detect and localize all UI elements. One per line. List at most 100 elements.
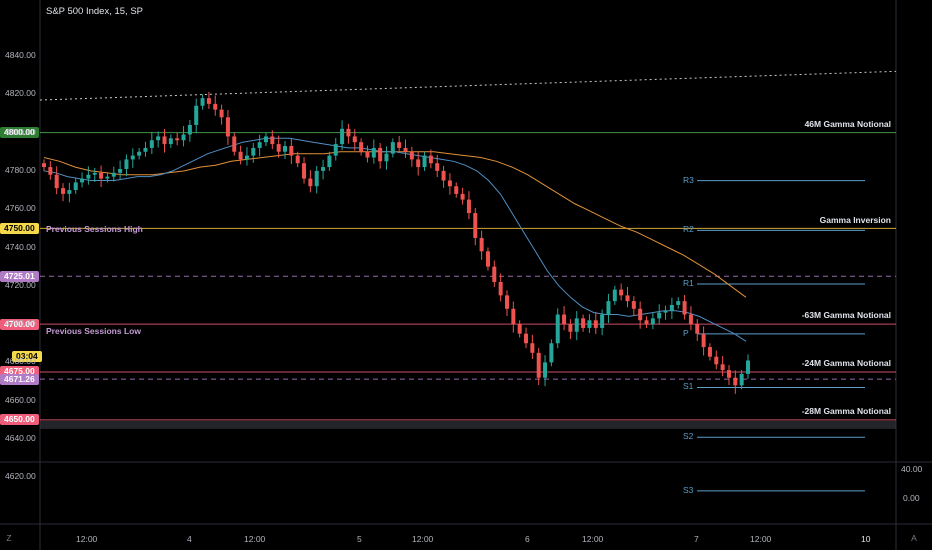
candle-body	[669, 304, 674, 311]
candle-body	[568, 324, 573, 332]
candle-body	[276, 144, 281, 152]
candle-body	[644, 320, 649, 325]
candle-body	[365, 151, 370, 158]
price-tag: 4671.26	[0, 373, 39, 385]
candle-body	[206, 98, 211, 104]
x-tick-label: 4	[187, 534, 192, 544]
candle-body	[156, 136, 161, 141]
candle-body	[92, 172, 97, 175]
candle-body	[73, 182, 78, 191]
candle-body	[308, 178, 313, 187]
candle-body	[80, 178, 85, 183]
indicator-axis-top: 40.00	[901, 464, 923, 474]
candle-body	[257, 142, 262, 148]
candle-body	[657, 312, 662, 319]
candle-body	[194, 105, 199, 125]
candle-body	[149, 140, 154, 148]
candle-body	[638, 308, 643, 321]
candle-body	[378, 147, 383, 162]
candle-body	[289, 146, 294, 156]
y-tick-label: 4780.00	[5, 164, 36, 175]
candle-body	[549, 343, 554, 363]
candle-body	[314, 170, 319, 187]
trendline[interactable]	[39, 70, 897, 101]
pivot-label-r1: R1	[683, 278, 694, 289]
candle-body	[54, 174, 59, 189]
candle-body	[143, 147, 148, 152]
pivot-label-s2: S2	[683, 431, 694, 442]
candle-body	[593, 320, 598, 328]
candle-body	[441, 170, 446, 181]
x-tick-label: 6	[525, 534, 530, 544]
candle-body	[422, 155, 427, 168]
candle-body	[409, 151, 414, 160]
candle-body	[663, 310, 668, 313]
candle-body	[485, 251, 490, 267]
candle-body	[340, 128, 345, 145]
candle-body	[676, 301, 681, 305]
previous-sessions-high-label: Previous Sessions High	[46, 224, 143, 234]
candle-body	[511, 308, 516, 325]
candle-body	[244, 155, 249, 160]
candle-body	[701, 333, 706, 348]
candle-body	[283, 146, 288, 152]
y-tick-label: 4820.00	[5, 88, 36, 99]
indicator-axis-mid: 0.00	[903, 493, 920, 503]
candle-body	[86, 174, 91, 179]
price-tag: 03:04	[12, 351, 42, 363]
candle-body	[111, 172, 116, 177]
candle-body	[352, 136, 357, 143]
x-tick-label: 12:00	[412, 534, 434, 544]
candle-body	[454, 186, 459, 194]
price-tag: 4725.01	[0, 270, 39, 282]
candle-body	[200, 98, 205, 106]
x-tick-label: 10	[861, 534, 871, 544]
x-tick-label: 12:00	[76, 534, 98, 544]
pivot-label-s3: S3	[683, 484, 694, 495]
candle-body	[61, 188, 66, 194]
price-tag: 4675.00	[0, 366, 39, 378]
candle-body	[428, 155, 433, 164]
candle-body	[225, 117, 230, 137]
candle-body	[333, 144, 338, 156]
log-scale-toggle-button[interactable]: Z	[6, 533, 12, 543]
candle-body	[517, 324, 522, 334]
x-tick-label: 12:00	[582, 534, 604, 544]
candle-body	[118, 168, 123, 173]
candle-body	[460, 193, 465, 200]
candle-body	[524, 333, 529, 344]
candle-body	[733, 377, 738, 386]
candle-body	[187, 124, 192, 135]
candle-body	[707, 347, 712, 357]
price-tag: 4750.00	[0, 222, 39, 234]
y-tick-label: 4680.00	[5, 356, 36, 367]
candle-body	[650, 318, 655, 325]
candle-body	[270, 136, 275, 145]
candle-body	[688, 314, 693, 325]
candle-body	[562, 314, 567, 325]
gamma-label: Gamma Inversion	[819, 214, 891, 225]
price-tag: 4800.00	[0, 127, 39, 139]
candle-body	[479, 237, 484, 252]
candle-body	[574, 318, 579, 332]
ma-fast-line	[43, 137, 747, 342]
gamma-label: -28M Gamma Notional	[801, 406, 891, 417]
y-tick-label: 4660.00	[5, 394, 36, 405]
candle-body	[416, 159, 421, 168]
candle-body	[403, 147, 408, 152]
candle-body	[137, 151, 142, 156]
candle-body	[606, 301, 611, 315]
gamma-label: 46M Gamma Notional	[804, 118, 891, 129]
candle-body	[631, 301, 636, 309]
candle-body	[263, 136, 268, 143]
y-tick-label: 4740.00	[5, 241, 36, 252]
candle-body	[447, 180, 452, 187]
candle-body	[251, 147, 256, 156]
candle-body	[130, 155, 135, 160]
candle-body	[219, 109, 224, 118]
auto-scale-button[interactable]: A	[911, 533, 917, 543]
y-tick-label: 4700.00	[5, 318, 36, 329]
candle-body	[359, 142, 364, 152]
